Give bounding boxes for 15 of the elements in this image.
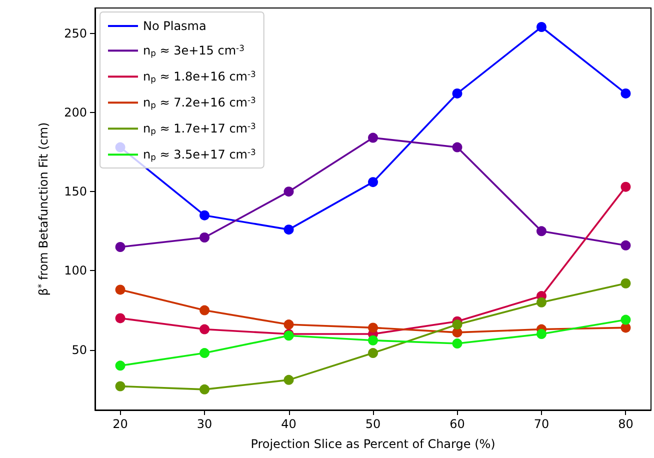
x-tick-label: 50 [365, 417, 381, 431]
x-tick-label: 40 [281, 417, 296, 431]
x-tick-label: 70 [534, 417, 550, 431]
x-tick-label: 30 [196, 417, 212, 431]
y-tick-label: 100 [64, 264, 87, 278]
x-tick-label: 80 [618, 417, 634, 431]
y-axis-title: β* from Betafunction Fit (cm) [36, 122, 50, 296]
x-axis-title: Projection Slice as Percent of Charge (%) [250, 437, 496, 451]
y-tick-label: 250 [64, 26, 87, 40]
legend-label: No Plasma [143, 19, 206, 33]
y-tick-label: 150 [64, 184, 87, 199]
x-tick-label: 20 [112, 417, 128, 431]
y-tick-label: 50 [72, 342, 87, 357]
x-tick-label: 60 [450, 417, 465, 431]
y-tick-label: 200 [64, 105, 87, 120]
